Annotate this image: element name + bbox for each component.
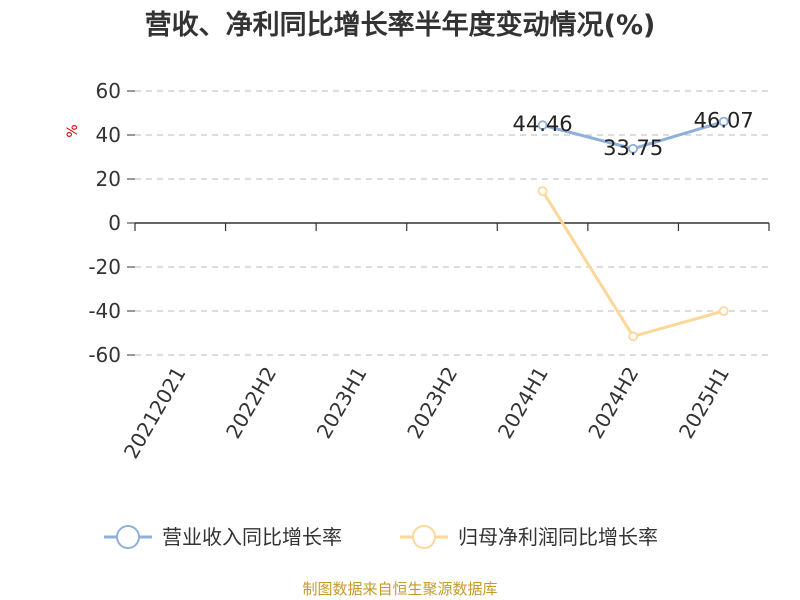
data-labels: 44.46 33.75 46.07 [513, 109, 754, 160]
data-point [537, 120, 548, 131]
y-tick-label: 20 [96, 167, 121, 191]
x-axis [134, 222, 770, 231]
series-lines [537, 116, 729, 342]
x-tick-label: 2025H1 [674, 363, 734, 443]
x-tick-label: 2023H1 [312, 363, 372, 443]
data-label: 46.07 [694, 109, 754, 133]
legend-label: 营业收入同比增长率 [162, 525, 342, 549]
series-line-2 [541, 190, 725, 338]
x-axis-tick-labels: 20212021 2022H2 2023H1 2023H2 2024H1 2024H2 20… [119, 363, 734, 463]
chart-title: 营收、净利同比增长率半年度变动情况(%) [145, 9, 656, 41]
grid-lines [127, 90, 769, 356]
x-tick-label: 2024H1 [493, 363, 553, 443]
data-point [628, 331, 639, 342]
legend-marker [412, 525, 436, 549]
x-tick-label: 2023H2 [402, 363, 462, 443]
legend-label: 归母净利润同比增长率 [458, 525, 658, 549]
data-label: 44.46 [513, 112, 573, 136]
data-label: 33.75 [603, 136, 663, 160]
data-point [718, 116, 729, 127]
data-point [718, 306, 729, 316]
y-tick-label: 0 [108, 211, 121, 235]
y-tick-label: -60 [88, 343, 121, 367]
legend-item-1: 营业收入同比增长率 [104, 525, 342, 549]
y-tick-label: 60 [96, 79, 121, 103]
y-tick-label: -20 [88, 255, 121, 279]
y-tick-label: -40 [88, 299, 121, 323]
legend-marker [116, 525, 140, 549]
y-axis-tick-labels: 60 40 20 0 -20 -40 -60 [88, 79, 121, 367]
data-point [537, 186, 548, 197]
legend-item-2: 归母净利润同比增长率 [400, 525, 658, 549]
x-tick-label: 2022H2 [221, 363, 281, 443]
y-axis-unit: % [65, 124, 81, 137]
legend: 营业收入同比增长率 归母净利润同比增长率 [104, 525, 658, 549]
data-point [628, 143, 639, 154]
source-note: 制图数据来自恒生聚源数据库 [302, 580, 497, 598]
x-tick-label: 2024H2 [583, 363, 643, 443]
x-tick-label: 20212021 [119, 363, 191, 463]
y-tick-label: 40 [96, 123, 121, 147]
